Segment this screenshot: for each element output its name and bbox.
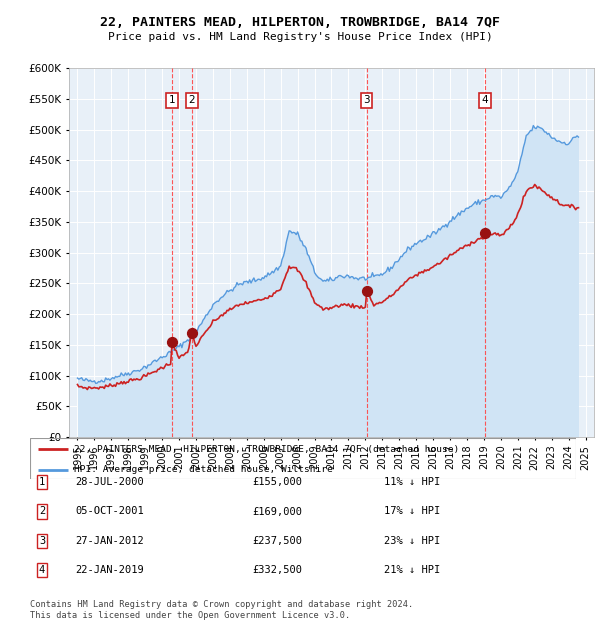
Point (167, 337, 176, 347)
Text: Price paid vs. HM Land Registry's House Price Index (HPI): Price paid vs. HM Land Registry's House … (107, 32, 493, 42)
Text: 22, PAINTERS MEAD, HILPERTON, TROWBRIDGE, BA14 7QF: 22, PAINTERS MEAD, HILPERTON, TROWBRIDGE… (100, 16, 500, 29)
Text: 4: 4 (39, 565, 45, 575)
Text: 2: 2 (39, 507, 45, 516)
Point (362, 286, 371, 296)
Text: 05-OCT-2001: 05-OCT-2001 (75, 507, 144, 516)
Text: This data is licensed under the Open Government Licence v3.0.: This data is licensed under the Open Gov… (30, 611, 350, 620)
Text: 2: 2 (188, 95, 195, 105)
Text: 3: 3 (39, 536, 45, 546)
Text: £237,500: £237,500 (252, 536, 302, 546)
Text: 17% ↓ HPI: 17% ↓ HPI (384, 507, 440, 516)
Text: 11% ↓ HPI: 11% ↓ HPI (384, 477, 440, 487)
Text: £169,000: £169,000 (252, 507, 302, 516)
Text: Contains HM Land Registry data © Crown copyright and database right 2024.: Contains HM Land Registry data © Crown c… (30, 600, 413, 609)
Point (481, 228, 490, 237)
Text: 4: 4 (482, 95, 488, 105)
Text: 1: 1 (39, 477, 45, 487)
Text: £155,000: £155,000 (252, 477, 302, 487)
Point (187, 328, 197, 338)
Text: £332,500: £332,500 (252, 565, 302, 575)
Text: 1: 1 (169, 95, 175, 105)
Text: 21% ↓ HPI: 21% ↓ HPI (384, 565, 440, 575)
Text: 22, PAINTERS MEAD, HILPERTON, TROWBRIDGE, BA14 7QF (detached house): 22, PAINTERS MEAD, HILPERTON, TROWBRIDGE… (74, 445, 459, 454)
Text: 23% ↓ HPI: 23% ↓ HPI (384, 536, 440, 546)
Text: 22-JAN-2019: 22-JAN-2019 (75, 565, 144, 575)
Text: 27-JAN-2012: 27-JAN-2012 (75, 536, 144, 546)
Text: 3: 3 (363, 95, 370, 105)
Text: 28-JUL-2000: 28-JUL-2000 (75, 477, 144, 487)
Text: HPI: Average price, detached house, Wiltshire: HPI: Average price, detached house, Wilt… (74, 465, 332, 474)
